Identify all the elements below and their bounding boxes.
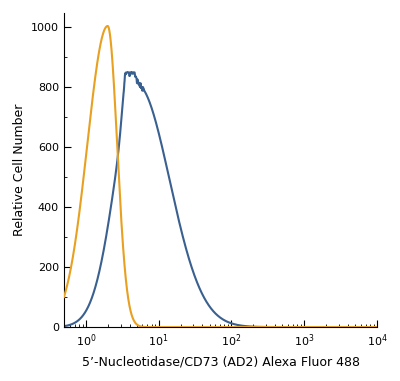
X-axis label: 5’-Nucleotidase/CD73 (AD2) Alexa Fluor 488: 5’-Nucleotidase/CD73 (AD2) Alexa Fluor 4… <box>82 355 360 368</box>
Y-axis label: Relative Cell Number: Relative Cell Number <box>12 104 26 236</box>
